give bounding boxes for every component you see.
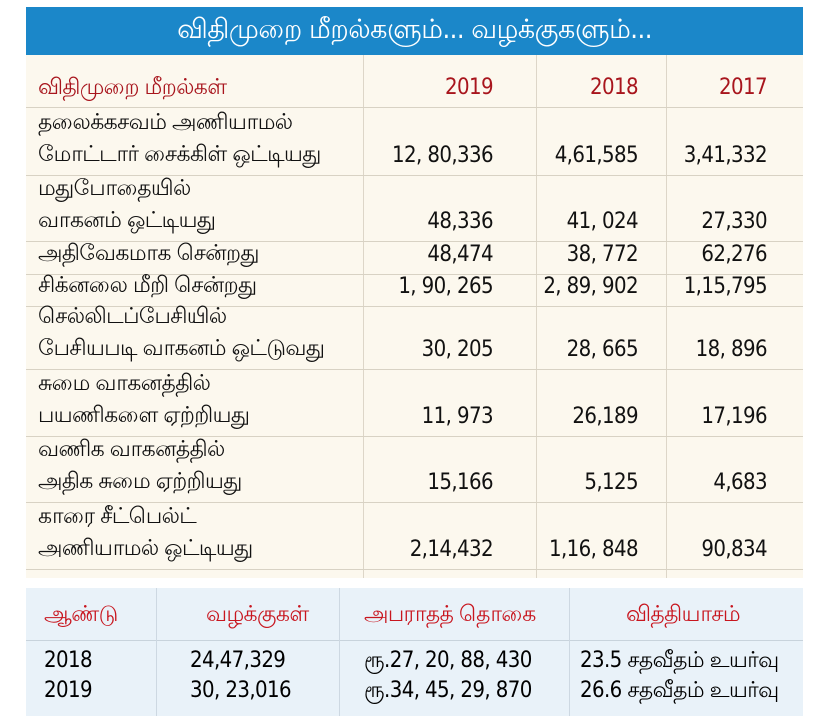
violation-count: 90,834: [701, 537, 767, 562]
table-row: சுமை வாகனத்தில் பயணிகளை ஏற்றியது 11, 973 26…: [26, 370, 803, 437]
label-line: காரை சீட்பெல்ட்: [38, 504, 197, 529]
violation-count: 26,189: [572, 404, 638, 429]
table-row: தலைக்கசவம் அணியாமல் மோட்டார் சைக்கிள் ஒட்…: [26, 108, 803, 176]
violation-count: 1,16, 848: [549, 537, 639, 562]
column-divider: [666, 55, 667, 578]
cases-header-row: [26, 588, 803, 641]
label-line: வாகனம் ஒட்டியது: [38, 208, 216, 233]
violation-count: 1, 90, 265: [398, 274, 493, 299]
table-row: வணிக வாகனத்தில் அதிக சுமை ஏற்றியது 15,166 5…: [26, 437, 803, 503]
label-line: செல்லிடப்பேசியில்: [38, 304, 227, 329]
violation-label: சுமை வாகனத்தில் பயணிகளை ஏற்றியது: [38, 368, 378, 434]
violation-label: செல்லிடப்பேசியில் பேசியபடி வாகனம் ஒட்டுவத…: [38, 301, 378, 367]
header-year: 2017: [719, 75, 768, 100]
label-line: பயணிகளை ஏற்றியது: [38, 403, 250, 428]
cases-cell: ரூ.27, 20, 88, 430: [364, 648, 532, 673]
violation-count: 62,276: [701, 242, 767, 267]
cases-header: ஆண்டு: [44, 602, 118, 627]
header-row: விதிமுறை மீறல்கள் 2019 2018 2017: [26, 55, 803, 108]
table-row: சிக்னலை மீறி சென்றது 1, 90, 265 2, 89, 902…: [26, 273, 803, 307]
violation-count: 5,125: [584, 470, 638, 495]
table-row: அதிவேகமாக சென்றது 48,474 38, 772 62,276: [26, 241, 803, 275]
label-line: அணியாமல் ஒட்டியது: [38, 536, 253, 561]
violation-label: வணிக வாகனத்தில் அதிக சுமை ஏற்றியது: [38, 434, 378, 500]
cases-cell: 26.6 சதவீதம் உயர்வு: [580, 678, 779, 703]
violation-label: மதுபோதையில் வாகனம் ஒட்டியது: [38, 173, 378, 239]
title-banner: விதிமுறை மீறல்களும்... வழக்குகளும்...: [26, 7, 803, 55]
column-divider: [363, 55, 364, 578]
table-row: செல்லிடப்பேசியில் பேசியபடி வாகனம் ஒட்டுவத…: [26, 304, 803, 370]
violation-count: 2, 89, 902: [543, 274, 638, 299]
cases-cell: 2018: [44, 648, 93, 673]
cases-cell: 24,47,329: [190, 648, 286, 673]
violations-table: விதிமுறை மீறல்கள் 2019 2018 2017 தலைக்கசவம் …: [26, 55, 803, 578]
label-line: தலைக்கசவம் அணியாமல்: [38, 110, 293, 135]
cases-cell: 23.5 சதவீதம் உயர்வு: [580, 648, 779, 673]
violation-count: 4,683: [713, 470, 767, 495]
violation-count: 48,474: [427, 242, 493, 267]
violation-count: 15,166: [427, 470, 493, 495]
table-row: மதுபோதையில் வாகனம் ஒட்டியது 48,336 41, 024 2…: [26, 176, 803, 242]
label-line: அதிக சுமை ஏற்றியது: [38, 469, 242, 494]
violation-count: 27,330: [701, 209, 767, 234]
violation-count: 18, 896: [695, 337, 768, 362]
violation-count: 1,15,795: [683, 274, 768, 299]
violation-count: 17,196: [701, 404, 767, 429]
violation-count: 12, 80,336: [392, 143, 494, 168]
label-line: வணிக வாகனத்தில்: [38, 437, 225, 462]
cases-cell: 30, 23,016: [190, 678, 292, 703]
title: விதிமுறை மீறல்களும்... வழக்குகளும்...: [177, 13, 652, 45]
violation-count: 3,41,332: [683, 143, 768, 168]
table-row: காரை சீட்பெல்ட் அணியாமல் ஒட்டியது 2,14,432…: [26, 503, 803, 570]
cases-cell: 2019: [44, 678, 93, 703]
violation-label: சிக்னலை மீறி சென்றது: [38, 270, 378, 304]
cases-cell: ரூ.34, 45, 29, 870: [364, 678, 532, 703]
label-line: மதுபோதையில்: [38, 176, 191, 201]
header-year: 2018: [590, 75, 639, 100]
violation-count: 48,336: [427, 209, 493, 234]
header-year: 2019: [445, 75, 494, 100]
label-line: மோட்டார் சைக்கிள் ஒட்டியது: [38, 142, 321, 167]
label-line: சிக்னலை மீறி சென்றது: [38, 273, 257, 298]
label-line: அதிவேகமாக சென்றது: [38, 241, 259, 266]
violation-count: 11, 973: [421, 404, 494, 429]
violation-label: காரை சீட்பெல்ட் அணியாமல் ஒட்டியது: [38, 501, 378, 567]
header-violation: விதிமுறை மீறல்கள்: [38, 75, 227, 100]
column-divider: [156, 588, 157, 716]
cases-table: ஆண்டு வழக்குகள் அபராதத் தொகை வித்தியாசம் 201…: [26, 588, 803, 716]
violation-count: 41, 024: [566, 209, 639, 234]
label-line: பேசியபடி வாகனம் ஒட்டுவது: [38, 336, 325, 361]
column-divider: [569, 588, 570, 716]
violation-label: அதிவேகமாக சென்றது: [38, 238, 378, 272]
violation-label: தலைக்கசவம் அணியாமல் மோட்டார் சைக்கிள் ஒட்…: [38, 107, 378, 173]
violation-count: 38, 772: [566, 242, 639, 267]
cases-header: வழக்குகள்: [206, 602, 309, 627]
column-divider: [536, 55, 537, 578]
cases-header: அபராதத் தொகை: [364, 602, 536, 627]
cases-header: வித்தியாசம்: [626, 602, 741, 627]
violation-count: 2,14,432: [409, 537, 494, 562]
violation-count: 30, 205: [421, 337, 494, 362]
column-divider: [339, 588, 340, 716]
violation-count: 28, 665: [566, 337, 639, 362]
violation-count: 4,61,585: [554, 143, 639, 168]
label-line: சுமை வாகனத்தில்: [38, 371, 211, 396]
